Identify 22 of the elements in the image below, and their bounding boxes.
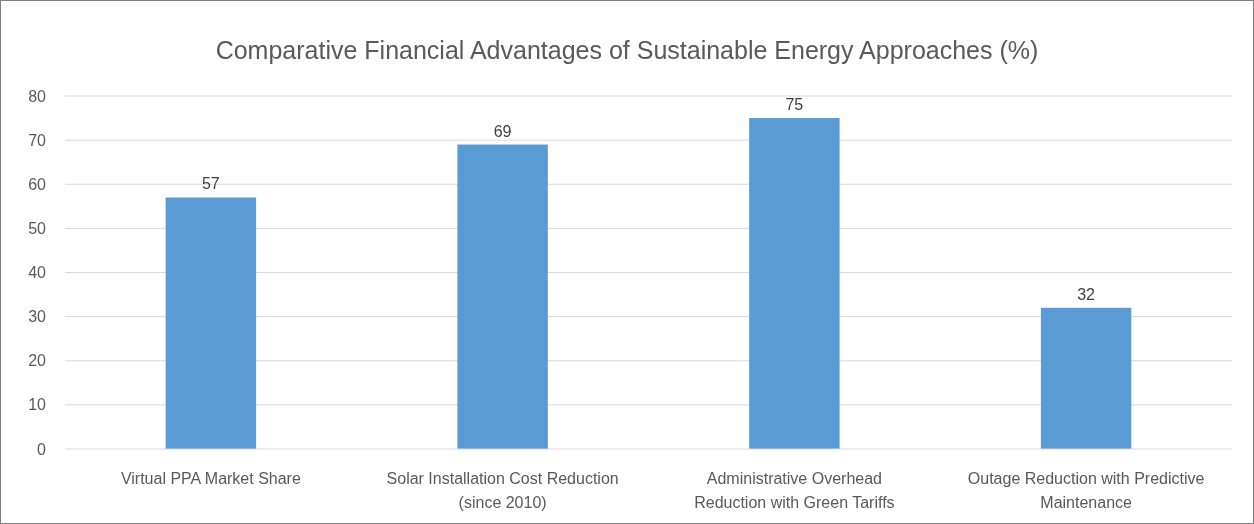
x-tick-label: Solar Installation Cost Reduction (since 2010) bbox=[386, 470, 619, 511]
y-tick-label: 70 bbox=[28, 131, 47, 149]
y-tick-label: 40 bbox=[28, 264, 47, 282]
y-tick-label: 80 bbox=[28, 87, 47, 105]
y-tick-label: 60 bbox=[28, 175, 47, 193]
y-tick-label: 30 bbox=[28, 308, 47, 326]
bar bbox=[457, 144, 548, 449]
x-tick-label: Administrative Overhead Reduction with Green Tariffs bbox=[694, 470, 895, 511]
y-tick-label: 50 bbox=[28, 219, 47, 237]
y-tick-label: 10 bbox=[28, 396, 47, 414]
data-label: 75 bbox=[785, 96, 804, 114]
y-tick-label: 20 bbox=[28, 352, 47, 370]
bar bbox=[165, 197, 257, 449]
data-label: 32 bbox=[1077, 285, 1096, 303]
bar bbox=[749, 118, 840, 449]
bar bbox=[1040, 307, 1132, 449]
chart-title: Comparative Financial Advantages of Sustainable Energy Approaches (%) bbox=[215, 36, 1039, 64]
y-tick-label: 0 bbox=[37, 440, 47, 458]
data-label: 69 bbox=[493, 122, 512, 140]
x-tick-label: Virtual PPA Market Share bbox=[120, 470, 301, 487]
data-label: 57 bbox=[201, 175, 220, 193]
x-tick-label: Outage Reduction with Predictive Maintenance bbox=[967, 470, 1205, 511]
